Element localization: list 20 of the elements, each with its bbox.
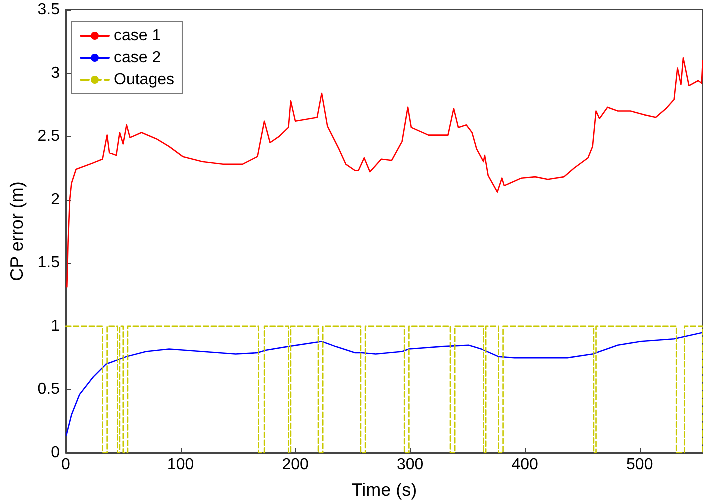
y-axis-title: CP error (m): [7, 182, 27, 282]
y-tick-label: 0.5: [38, 381, 60, 398]
y-tick-label: 1.5: [38, 254, 60, 272]
x-tick-label: 300: [396, 456, 424, 474]
line-series: [66, 332, 703, 436]
x-tick-label: 500: [626, 456, 654, 474]
y-tick-label: 1: [51, 318, 60, 335]
y-tick-label: 3.5: [38, 2, 60, 18]
y-tick-label: 0: [51, 444, 60, 462]
x-tick-label: 400: [512, 456, 539, 474]
legend-label: case 2: [114, 50, 162, 66]
x-tick-label: 200: [282, 456, 309, 474]
x-tick-label: 0: [62, 456, 71, 474]
y-tick-label: 3: [51, 64, 60, 82]
x-tick-label: 100: [167, 456, 194, 474]
legend-label: case 1: [114, 28, 162, 44]
y-tick-label: 2: [51, 191, 60, 208]
legend-label: Outages: [114, 72, 174, 88]
y-tick-label: 2.5: [38, 128, 60, 146]
x-axis-title: Time (s): [352, 480, 418, 500]
